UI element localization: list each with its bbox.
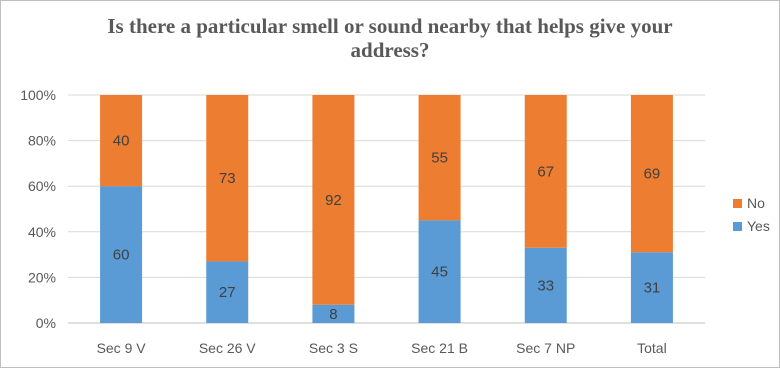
legend-swatch-no bbox=[733, 199, 742, 208]
bar-yes-1 bbox=[206, 261, 249, 323]
x-tick-label: Sec 26 V bbox=[199, 340, 256, 356]
legend-label-yes: Yes bbox=[747, 218, 770, 234]
bar-no-4 bbox=[524, 95, 567, 248]
y-tick-label: 0% bbox=[36, 315, 56, 331]
y-tick-label: 60% bbox=[28, 178, 56, 194]
bar-no-3 bbox=[418, 95, 461, 221]
y-axis-ticks: 0% 20% 40% 60% 80% 100% bbox=[20, 87, 56, 331]
y-tick-label: 100% bbox=[20, 87, 56, 103]
y-tick-label: 80% bbox=[28, 133, 56, 149]
x-tick-label: Total bbox=[637, 340, 667, 356]
data-label-yes: 33 bbox=[537, 277, 554, 294]
data-label-no: 55 bbox=[431, 150, 448, 167]
bar-yes-2 bbox=[312, 304, 355, 323]
bar-yes-4 bbox=[524, 247, 567, 323]
data-label-no: 67 bbox=[537, 163, 554, 180]
data-label-yes: 31 bbox=[644, 280, 661, 297]
bar-no-2 bbox=[312, 95, 355, 305]
x-tick-label: Sec 3 S bbox=[309, 340, 358, 356]
y-tick-label: 40% bbox=[28, 224, 56, 240]
x-tick-label: Sec 7 NP bbox=[516, 340, 575, 356]
data-label-no: 40 bbox=[113, 133, 130, 150]
bar-yes-0 bbox=[100, 186, 143, 323]
data-label-no: 92 bbox=[325, 192, 342, 209]
bars: 60 40 27 73 8 92 45 55 33 67 31 69 bbox=[100, 95, 673, 323]
data-label-no: 69 bbox=[644, 166, 661, 183]
data-label-yes: 60 bbox=[113, 247, 130, 264]
y-tick-label: 20% bbox=[28, 269, 56, 285]
x-axis-ticks: Sec 9 V Sec 26 V Sec 3 S Sec 21 B Sec 7 NP To… bbox=[97, 340, 667, 356]
chart-title: Is there a particular smell or sound nea… bbox=[107, 14, 673, 62]
bar-no-0 bbox=[100, 95, 143, 187]
data-label-yes: 45 bbox=[431, 264, 448, 281]
data-label-yes: 8 bbox=[329, 306, 337, 323]
data-label-yes: 27 bbox=[219, 284, 236, 301]
legend-swatch-yes bbox=[733, 222, 742, 231]
legend: No Yes bbox=[733, 195, 770, 234]
data-label-no: 73 bbox=[219, 170, 236, 187]
gridlines bbox=[68, 94, 705, 324]
bar-no-1 bbox=[206, 95, 249, 262]
x-tick-label: Sec 9 V bbox=[97, 340, 147, 356]
x-tick-label: Sec 21 B bbox=[411, 340, 468, 356]
bar-yes-3 bbox=[418, 220, 461, 323]
legend-label-no: No bbox=[747, 195, 765, 211]
bar-yes-5 bbox=[630, 252, 673, 323]
bar-no-5 bbox=[630, 95, 673, 253]
